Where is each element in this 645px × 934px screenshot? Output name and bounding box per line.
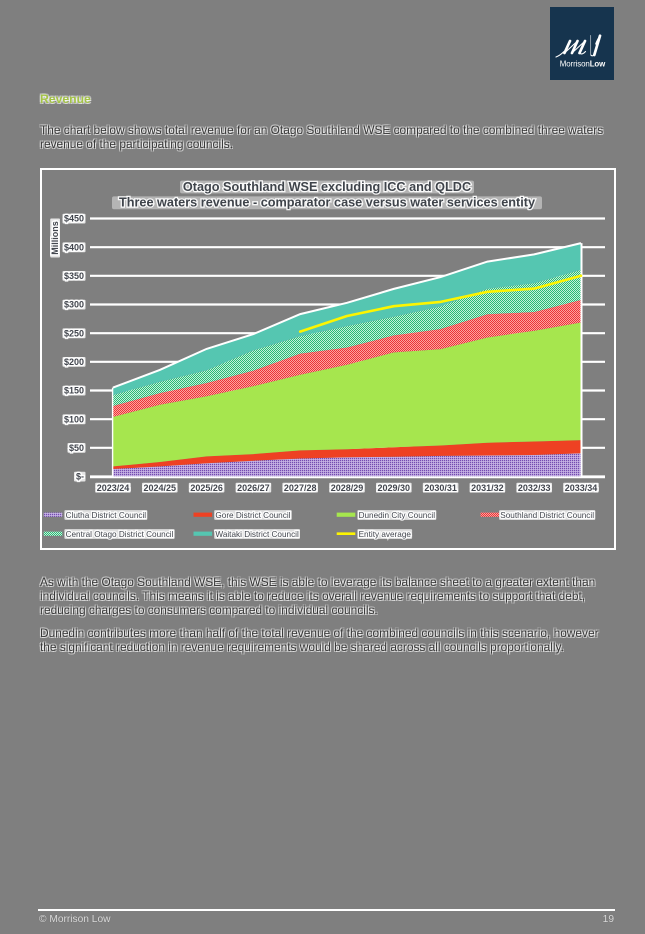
svg-text:Clutha District Council: Clutha District Council	[66, 511, 147, 520]
svg-text:$450: $450	[64, 214, 84, 224]
svg-text:Three waters revenue - compara: Three waters revenue - comparator case v…	[119, 196, 535, 210]
svg-text:Gore District Council: Gore District Council	[215, 511, 290, 520]
svg-text:2025/26: 2025/26	[190, 483, 223, 493]
svg-text:$150: $150	[64, 386, 84, 396]
svg-text:Central Otago District Council: Central Otago District Council	[66, 530, 174, 539]
svg-text:$200: $200	[64, 357, 84, 367]
svg-text:2026/27: 2026/27	[237, 483, 270, 493]
svg-text:$350: $350	[64, 271, 84, 281]
svg-text:2030/31: 2030/31	[424, 483, 457, 493]
svg-text:$400: $400	[64, 242, 84, 252]
svg-text:2023/24: 2023/24	[97, 483, 130, 493]
svg-text:2032/33: 2032/33	[518, 483, 551, 493]
svg-text:Millions: Millions	[50, 221, 60, 255]
svg-text:Dunedin City Council: Dunedin City Council	[359, 511, 436, 520]
svg-text:2024/25: 2024/25	[144, 483, 177, 493]
svg-text:$-: $-	[76, 472, 84, 482]
svg-text:Southland District Council: Southland District Council	[500, 511, 594, 520]
svg-text:2028/29: 2028/29	[331, 483, 364, 493]
svg-text:2033/34: 2033/34	[565, 483, 598, 493]
svg-text:2031/32: 2031/32	[471, 483, 504, 493]
svg-text:$100: $100	[64, 414, 84, 424]
svg-text:2027/28: 2027/28	[284, 483, 317, 493]
svg-text:$250: $250	[64, 328, 84, 338]
svg-text:Entity average: Entity average	[359, 530, 412, 539]
svg-text:Waitaki District Council: Waitaki District Council	[215, 530, 299, 539]
svg-text:Otago Southland WSE excluding: Otago Southland WSE excluding ICC and QL…	[183, 180, 471, 194]
svg-text:MorrisonLow: MorrisonLow	[560, 60, 606, 69]
svg-text:$300: $300	[64, 300, 84, 310]
svg-text:$50: $50	[69, 443, 84, 453]
svg-text:2029/30: 2029/30	[378, 483, 411, 493]
